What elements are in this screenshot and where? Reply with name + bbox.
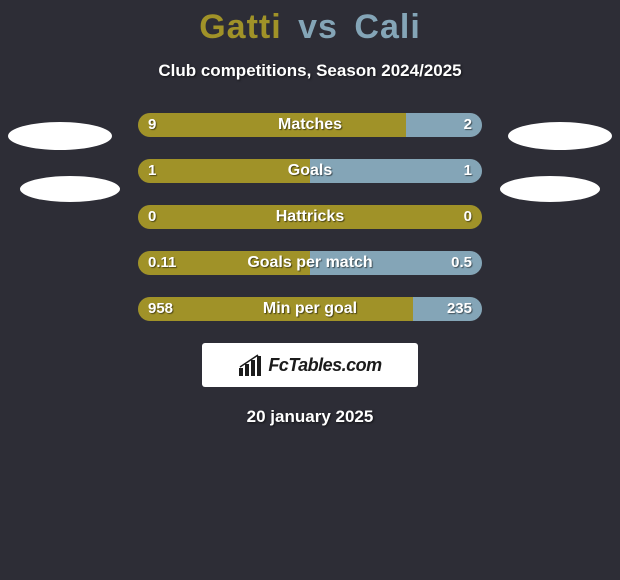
stat-row: 958235Min per goal (0, 297, 620, 321)
stat-metric-label: Min per goal (0, 297, 620, 321)
fctables-logo: FcTables.com (202, 343, 418, 387)
date-label: 20 january 2025 (0, 407, 620, 427)
vs-label: vs (298, 8, 338, 46)
stat-row: 0.110.5Goals per match (0, 251, 620, 275)
page-title: Gatti vs Cali (0, 0, 620, 47)
stat-row: 00Hattricks (0, 205, 620, 229)
chart-bars-icon (238, 354, 262, 376)
player1-name: Gatti (199, 8, 281, 46)
decorative-ellipse (508, 122, 612, 150)
player2-name: Cali (354, 8, 420, 46)
decorative-ellipse (500, 176, 600, 202)
logo-text: FcTables.com (268, 355, 381, 376)
stat-metric-label: Hattricks (0, 205, 620, 229)
subtitle: Club competitions, Season 2024/2025 (0, 61, 620, 81)
decorative-ellipse (20, 176, 120, 202)
stat-metric-label: Goals per match (0, 251, 620, 275)
decorative-ellipse (8, 122, 112, 150)
